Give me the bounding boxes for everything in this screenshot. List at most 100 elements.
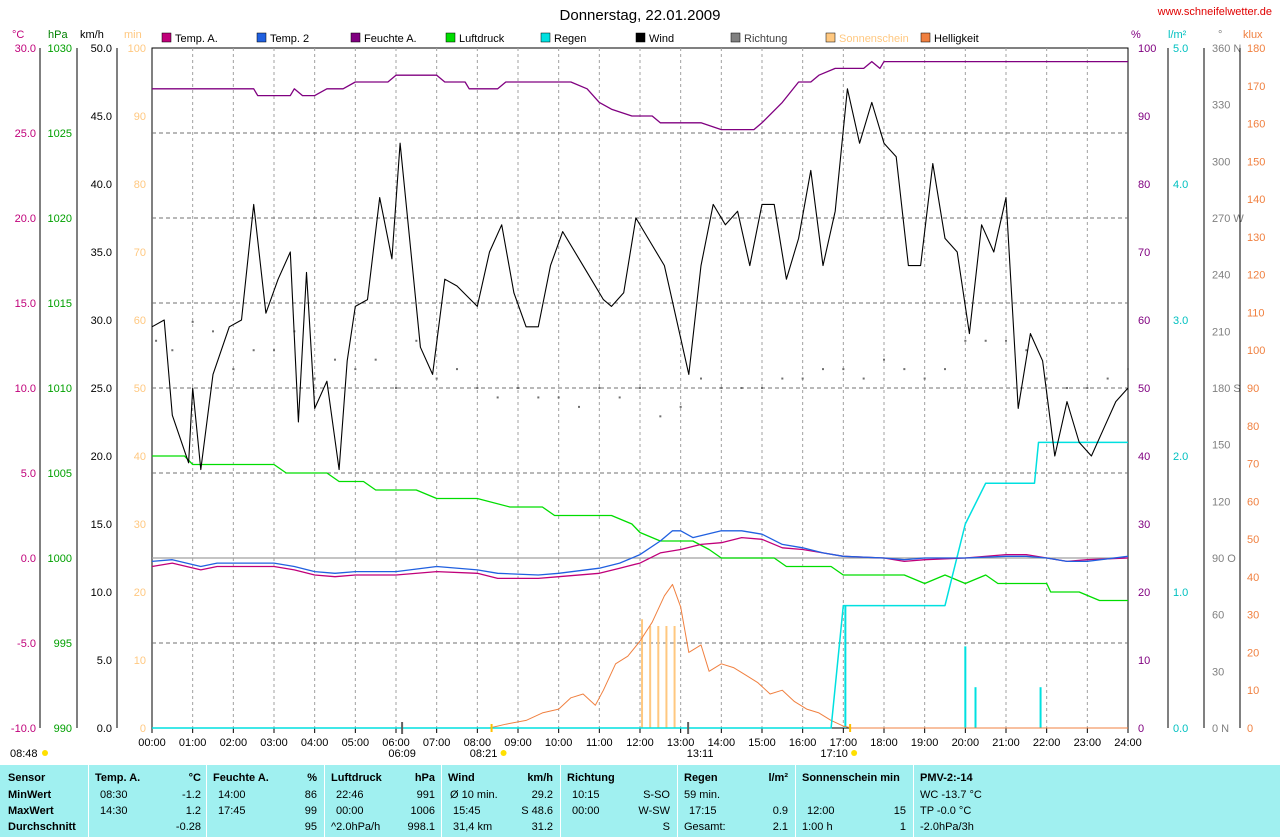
pressure-tick-label: 1005 — [48, 468, 72, 480]
legend-swatch — [161, 32, 172, 43]
temp-tick-label: 20.0 — [15, 213, 36, 225]
humidity-tick-label: 70 — [1138, 247, 1150, 259]
brightness-tick-label: 0 — [1247, 723, 1253, 735]
wind-tick-label: 35.0 — [91, 247, 112, 259]
temp-max-time: 14:30 — [100, 805, 128, 817]
direction-point — [313, 377, 316, 380]
direction-point — [639, 387, 641, 389]
legend-label: Regen — [554, 33, 586, 45]
temp-max-value: 1.2 — [185, 805, 201, 817]
sun-tick-label: 0 — [140, 723, 146, 735]
time-tick-label: 02:00 — [220, 737, 248, 749]
humidity-max-value: 99 — [304, 805, 317, 817]
temp-title: Temp. A. — [95, 772, 141, 784]
wind-tick-label: 5.0 — [97, 655, 112, 667]
legend-label: Richtung — [744, 33, 787, 45]
sun-tick-label: 40 — [134, 451, 146, 463]
direction-column: Richtung 10:15 S-SO 00:00 W-SW S — [567, 765, 670, 837]
time-tick-label: 19:00 — [911, 737, 939, 749]
temp-tick-label: 0.0 — [21, 553, 36, 565]
rain-tick-label: 1.0 — [1173, 587, 1188, 599]
brightness-tick-label: 140 — [1247, 194, 1265, 206]
wind-unit: km/h — [527, 772, 553, 784]
rain-tick-label: 2.0 — [1173, 451, 1188, 463]
direction-avg-value: S — [662, 821, 670, 833]
sun-icon — [851, 750, 858, 756]
rain-duration: 59 min. — [684, 789, 721, 801]
pressure-min-time: 22:46 — [336, 789, 364, 801]
legend-label: Wind — [649, 33, 674, 45]
humidity-tick-label: 80 — [1138, 179, 1150, 191]
wind-tick-label: 25.0 — [91, 383, 112, 395]
direction-point — [1025, 349, 1028, 352]
time-tick-label: 14:00 — [708, 737, 736, 749]
weather-chart: Donnerstag, 22.01.2009 www.schneifelwett… — [10, 6, 1272, 760]
legend-swatch — [920, 32, 931, 43]
sun-tick-label: 60 — [134, 315, 146, 327]
site-link[interactable]: www.schneifelwetter.de — [1157, 6, 1272, 18]
time-tick-label: 24:00 — [1114, 737, 1142, 749]
sun-tick-label: 70 — [134, 247, 146, 259]
sun-icon — [42, 750, 48, 756]
noon-time: 13:11 — [687, 748, 714, 760]
rain-max-value: 0.9 — [772, 805, 788, 817]
direction-point — [415, 339, 418, 342]
pressure-tick-label: 1030 — [48, 43, 72, 55]
time-tick-label: 09:00 — [504, 737, 532, 749]
direction-point — [984, 339, 987, 342]
time-tick-label: 05:00 — [342, 737, 370, 749]
time-tick-label: 01:00 — [179, 737, 207, 749]
pressure-max-value: 1006 — [410, 805, 435, 817]
axis-unit-label: l/m² — [1168, 29, 1187, 41]
pressure-tick-label: 1010 — [48, 383, 72, 395]
sunshine-title: Sonnenschein min — [802, 772, 900, 784]
direction-point — [155, 339, 158, 342]
time-tick-label: 00:00 — [138, 737, 166, 749]
direction-point — [862, 377, 865, 380]
direction-point — [923, 377, 926, 380]
direction-point — [801, 377, 804, 380]
wind-avg-value: 31.2 — [531, 821, 553, 833]
direction-point — [517, 387, 519, 389]
direction-point — [354, 368, 357, 371]
sunshine-max-time: 12:00 — [807, 805, 835, 817]
row-min: MinWert — [8, 789, 52, 801]
direction-point — [740, 387, 743, 389]
brightness-tick-label: 150 — [1247, 156, 1265, 168]
summary-table: Sensor MinWert MaxWert Durchschnitt Temp… — [0, 765, 1280, 837]
temp-tick-label: 30.0 — [15, 43, 36, 55]
sunshine-column: Sonnenschein min 12:00 15 1:00 h 1 — [802, 765, 906, 837]
direction-point — [374, 358, 377, 361]
wind-tick-label: 50.0 — [91, 43, 112, 55]
pressure-column: Luftdruck hPa 22:46 991 00:00 1006 ^2.0h… — [331, 765, 435, 837]
direction-point — [1005, 339, 1007, 342]
legend-swatch — [730, 32, 741, 43]
humidity-avg-value: 95 — [304, 821, 317, 833]
brightness-tick-label: 70 — [1247, 459, 1259, 471]
sun-tick-label: 100 — [128, 43, 146, 55]
direction-point — [1045, 377, 1048, 380]
chart-marks — [151, 60, 1129, 729]
time-tick-label: 06:00 — [382, 737, 410, 749]
direction-tick-label: 120 — [1212, 496, 1230, 508]
twilight-time: 06:09 — [388, 748, 416, 760]
pressure-tick-label: 990 — [54, 723, 72, 735]
rain-total-label: Gesamt: — [684, 821, 726, 833]
humidity-tick-label: 60 — [1138, 315, 1150, 327]
direction-point — [964, 339, 967, 342]
legend-swatch — [825, 32, 836, 43]
sun-tick-label: 30 — [134, 519, 146, 531]
direction-point — [1086, 387, 1089, 389]
pressure-min-value: 991 — [416, 789, 435, 801]
sunshine-max-value: 15 — [893, 805, 906, 817]
sunset-time: 17:10 — [820, 748, 848, 760]
wind-avg-label: Ø 10 min. — [450, 789, 498, 801]
axis-unit-label: °C — [12, 29, 24, 41]
pressure-trend: ^2.0hPa/h — [331, 821, 381, 833]
pressure-tick-label: 1025 — [48, 128, 72, 140]
legend-label: Temp. 2 — [270, 33, 309, 45]
humidity-max-time: 17:45 — [218, 805, 246, 817]
day-length: 08:48 — [10, 748, 38, 760]
time-tick-label: 20:00 — [952, 737, 980, 749]
time-tick-label: 11:00 — [586, 737, 613, 749]
